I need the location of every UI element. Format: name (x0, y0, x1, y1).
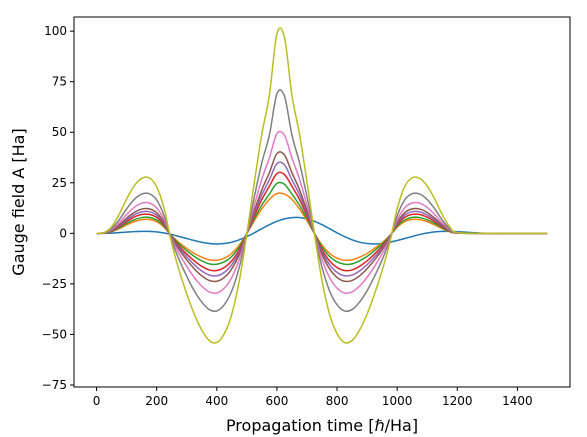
x-tick-label: 600 (265, 394, 288, 408)
series-line-8 (96, 89, 548, 313)
series-line-6 (96, 151, 548, 283)
y-tick-label: 75 (52, 75, 67, 89)
x-tick-label: 1200 (442, 394, 473, 408)
x-tick-label: 400 (205, 394, 228, 408)
plot-frame (73, 16, 571, 388)
y-tick-label: 50 (52, 125, 67, 139)
y-tick-label: −25 (42, 277, 67, 291)
x-tick-label: 1400 (502, 394, 533, 408)
series-line-7 (96, 130, 548, 295)
x-tick-label: 0 (93, 394, 101, 408)
x-tick-label: 800 (326, 394, 349, 408)
y-tick-label: −50 (42, 327, 67, 341)
x-tick-label: 200 (145, 394, 168, 408)
series-line-4 (96, 171, 548, 272)
series-line-1 (96, 216, 548, 245)
series-line-2 (96, 192, 548, 262)
y-tick-label: −75 (42, 378, 67, 392)
x-axis-title: Propagation time [ℏ/Ha] (226, 416, 418, 435)
y-axis-title: Gauge field A [Ha] (9, 128, 28, 275)
series-line-9 (96, 27, 548, 344)
series-layer (96, 27, 548, 344)
series-line-3 (96, 181, 548, 266)
y-tick-label: 25 (52, 176, 67, 190)
axes-layer: 0 200 400 600 800 1000 1200 1400 −75 −50 −25 0 25 50 7… (42, 24, 533, 408)
x-tick-label: 1000 (382, 394, 413, 408)
y-tick-label: 0 (59, 226, 67, 240)
series-line-5 (96, 161, 548, 277)
y-tick-label: 100 (44, 24, 67, 38)
